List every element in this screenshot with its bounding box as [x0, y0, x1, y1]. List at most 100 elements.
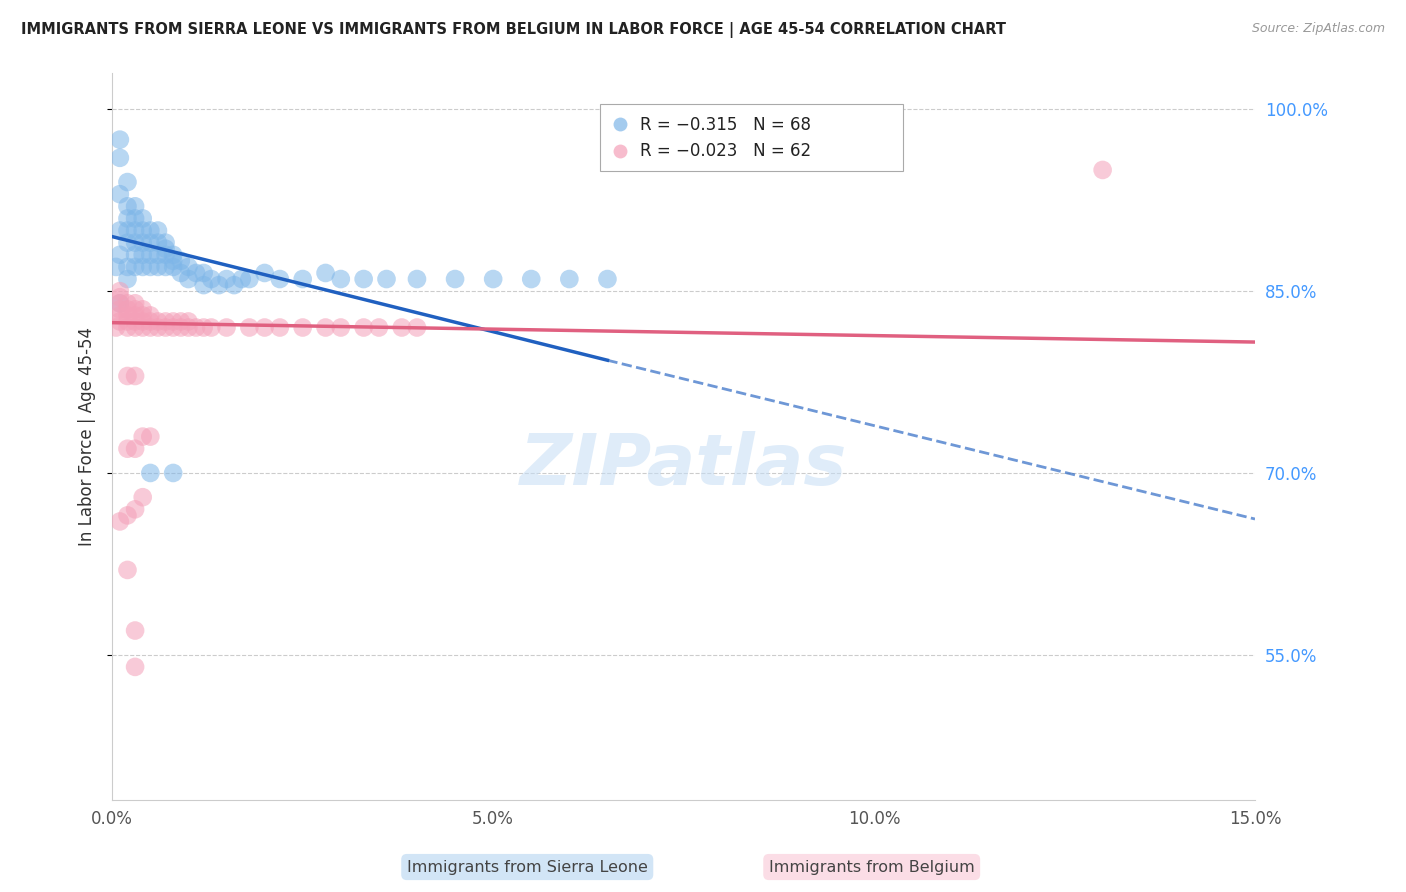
Point — [315, 320, 337, 334]
Point — [177, 260, 200, 274]
Point — [117, 211, 139, 226]
Point — [291, 272, 314, 286]
Point — [406, 320, 429, 334]
Point — [117, 235, 139, 250]
Point — [367, 320, 389, 334]
Point — [353, 272, 375, 286]
Point — [170, 320, 193, 334]
Point — [124, 211, 146, 226]
Point — [124, 260, 146, 274]
Text: R = −0.315   N = 68: R = −0.315 N = 68 — [640, 116, 811, 134]
Point — [231, 272, 253, 286]
Point — [238, 320, 260, 334]
Point — [155, 235, 177, 250]
Point — [132, 260, 155, 274]
Point — [124, 223, 146, 237]
Point — [139, 235, 162, 250]
Point — [124, 442, 146, 456]
Point — [253, 266, 276, 280]
Point — [132, 490, 155, 504]
Point — [329, 272, 352, 286]
Point — [558, 272, 581, 286]
Point — [108, 309, 131, 323]
Point — [139, 223, 162, 237]
Point — [139, 248, 162, 262]
Point — [124, 309, 146, 323]
Point — [170, 314, 193, 328]
Point — [444, 272, 467, 286]
Point — [108, 302, 131, 317]
Point — [132, 309, 155, 323]
Point — [215, 272, 238, 286]
Point — [291, 320, 314, 334]
Point — [124, 502, 146, 516]
Point — [108, 515, 131, 529]
Point — [208, 278, 231, 293]
Point — [132, 320, 155, 334]
Point — [124, 320, 146, 334]
Point — [155, 314, 177, 328]
Point — [193, 320, 215, 334]
Text: Immigrants from Sierra Leone: Immigrants from Sierra Leone — [406, 860, 648, 874]
Point — [155, 248, 177, 262]
Point — [139, 320, 162, 334]
Point — [315, 266, 337, 280]
Point — [124, 235, 146, 250]
Point — [124, 314, 146, 328]
Point — [253, 320, 276, 334]
Point — [108, 290, 131, 304]
Point — [117, 199, 139, 213]
Point — [224, 278, 246, 293]
Point — [139, 466, 162, 480]
Point — [108, 314, 131, 328]
Point — [353, 320, 375, 334]
Point — [117, 272, 139, 286]
Point — [108, 296, 131, 310]
Point — [329, 320, 352, 334]
Point — [117, 442, 139, 456]
Point — [139, 309, 162, 323]
Point — [124, 369, 146, 384]
Point — [184, 266, 207, 280]
Point — [105, 320, 128, 334]
Point — [132, 429, 155, 443]
Point — [117, 508, 139, 523]
Point — [139, 314, 162, 328]
Point — [155, 260, 177, 274]
Point — [108, 133, 131, 147]
Point — [146, 223, 169, 237]
Point — [124, 199, 146, 213]
Point — [238, 272, 260, 286]
Text: IMMIGRANTS FROM SIERRA LEONE VS IMMIGRANTS FROM BELGIUM IN LABOR FORCE | AGE 45-: IMMIGRANTS FROM SIERRA LEONE VS IMMIGRAN… — [21, 22, 1007, 38]
Point — [124, 296, 146, 310]
Point — [155, 242, 177, 256]
Point — [108, 223, 131, 237]
Point — [117, 223, 139, 237]
Point — [1091, 163, 1114, 178]
Point — [124, 248, 146, 262]
Point — [200, 320, 222, 334]
Text: R = −0.023   N = 62: R = −0.023 N = 62 — [640, 143, 811, 161]
Point — [108, 187, 131, 202]
Text: ZIPatlas: ZIPatlas — [520, 431, 848, 500]
Point — [177, 314, 200, 328]
Text: Source: ZipAtlas.com: Source: ZipAtlas.com — [1251, 22, 1385, 36]
Point — [146, 320, 169, 334]
Point — [146, 314, 169, 328]
Point — [124, 624, 146, 638]
Point — [146, 248, 169, 262]
Point — [117, 175, 139, 189]
Point — [482, 272, 505, 286]
Point — [139, 260, 162, 274]
Point — [391, 320, 413, 334]
Point — [596, 272, 619, 286]
Point — [215, 320, 238, 334]
Point — [162, 253, 184, 268]
Point — [162, 466, 184, 480]
Point — [200, 272, 222, 286]
Point — [132, 302, 155, 317]
Point — [155, 320, 177, 334]
Point — [375, 272, 398, 286]
Point — [117, 309, 139, 323]
Point — [406, 272, 429, 286]
